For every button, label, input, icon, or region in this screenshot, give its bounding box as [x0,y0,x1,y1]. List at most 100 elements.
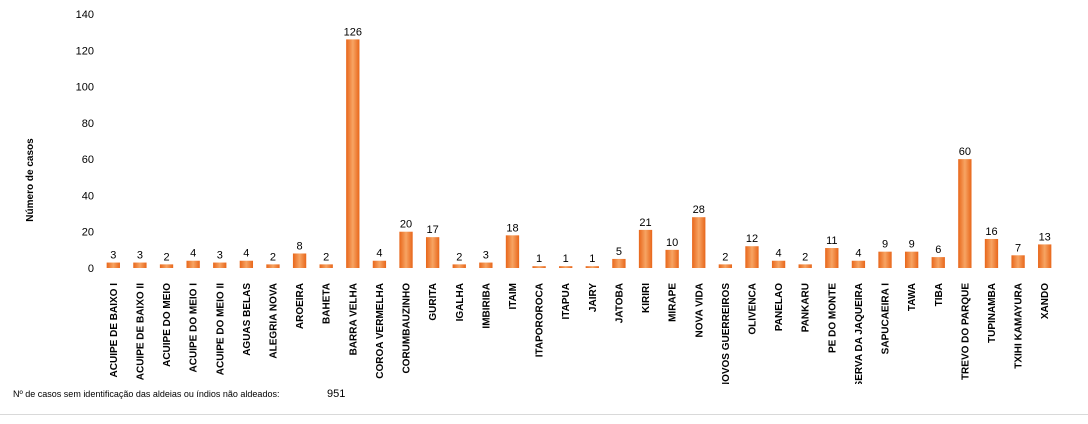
category-label: ITAPOROROCA [535,283,546,357]
bar [425,237,440,268]
bar [1011,255,1025,268]
y-tick-label: 140 [76,9,94,21]
category-label: TREVO DO PARQUE [960,283,971,380]
bar-value-label: 9 [882,239,888,251]
category-label: COROA VERMELHA [375,283,386,379]
bar-value-label: 2 [456,251,462,263]
bar [106,262,120,268]
bar [745,246,759,268]
category-label: TIBA [934,283,945,306]
bar [292,253,307,268]
bar-value-label: 3 [110,250,116,262]
category-label: KIRIRI [641,283,652,313]
bar [665,249,679,268]
bar [984,238,999,268]
category-label: AROEIRA [295,283,306,329]
y-tick-label: 40 [82,190,94,202]
y-axis-ticks: 0 20 40 60 80 100 120 140 [76,9,94,275]
bar [372,260,387,268]
category-label: CORUMBAUZINHO [402,283,413,374]
category-label: AGUAS BELAS [242,283,253,356]
bar-value-label: 8 [297,240,303,252]
bar [559,266,573,268]
y-tick-label: 120 [76,45,94,57]
footer-count: 951 [327,388,346,400]
bar-value-label: 3 [217,250,223,262]
category-label: GURITA [428,283,439,321]
bar-value-label: 2 [270,251,276,263]
bar [399,231,413,268]
category-label: SAPUCAEIRA I [881,283,892,355]
bar-value-label: 4 [776,248,782,260]
bar-value-label: 6 [935,244,941,256]
bar [239,260,254,268]
y-tick-label: 20 [82,227,94,239]
bar-value-label: 2 [802,251,808,263]
category-label: PE DO MONTE [827,283,838,353]
category-label: JAIRY [588,283,599,312]
bar-value-label: 18 [506,222,518,234]
bar-value-label: 28 [693,204,705,216]
y-axis-label: Número de casos [25,138,36,222]
bar-value-label: 20 [400,219,412,231]
bar [452,264,466,268]
bar-value-label: 60 [959,146,971,158]
category-label: TAWA [907,283,918,311]
bar-value-label: 4 [243,248,249,260]
category-label: MIRAPE [668,283,679,322]
bar-value-label: 3 [137,250,143,262]
category-label: NOVOS GUERREIROS [721,283,732,384]
category-label: PANELAO [774,283,785,331]
bar-value-label: 7 [1015,242,1021,254]
bar [479,262,493,268]
bar-value-label: 4 [855,248,861,260]
bar-value-label: 12 [746,233,758,245]
category-label: JATOBA [614,283,625,323]
bar-value-label: 11 [826,235,837,247]
bar-value-label: 3 [483,250,489,262]
bar-value-label: 1 [589,253,595,265]
bar-value-label: 21 [639,217,651,229]
bar [159,264,174,268]
category-label: ITAPUA [561,283,572,319]
bars-group [106,39,1052,269]
bar [133,262,147,268]
category-labels-group: ACUIPE DE BAIXO I ACUIPE DE BAIXO II ACUIP… [109,283,1051,384]
bar [798,264,812,268]
category-label: ACUIPE DO MEIO II [215,283,226,375]
category-label: RESERVA DA JAQUEIRA [854,283,865,384]
bar [612,258,626,268]
bar [532,266,546,268]
bar [1038,244,1052,268]
bar [825,248,839,268]
category-label: XANDO [1040,283,1051,319]
category-label: BARRA VELHA [348,283,359,355]
y-tick-label: 80 [82,118,94,130]
category-label: BAHETA [322,283,333,324]
bar-value-label: 2 [163,251,169,263]
bar [186,260,200,268]
bar [505,235,520,268]
bar-value-label: 5 [616,246,622,258]
bar-value-label: 9 [909,239,915,251]
bar [213,262,227,268]
bar [931,257,945,268]
y-tick-label: 0 [88,263,94,275]
category-label: ITAIM [508,283,519,309]
y-tick-label: 100 [76,82,94,94]
bar [346,39,360,269]
bar [718,264,733,268]
bar-value-label: 1 [536,253,542,265]
y-tick-label: 60 [82,154,94,166]
bar-value-label: 10 [666,237,678,249]
bar [878,251,892,268]
bar [958,159,972,268]
bar-value-label: 126 [344,26,362,38]
category-label: IMBIRIBA [481,283,492,329]
bar [319,264,333,268]
bar [585,266,599,268]
category-label: TUPINAMBA [987,283,998,343]
bar [851,260,866,268]
